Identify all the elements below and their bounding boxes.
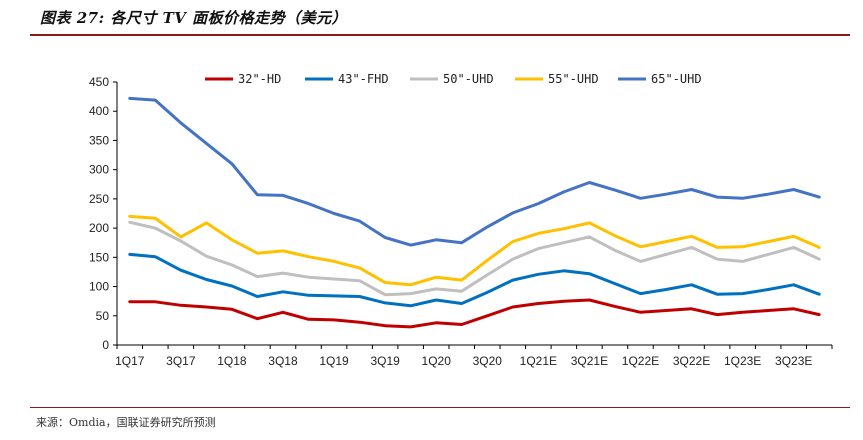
x-tick-label: 1Q18 [217, 354, 247, 368]
x-tick-label: 3Q23E [775, 354, 812, 368]
y-tick-label: 0 [102, 338, 109, 352]
footer-divider [30, 407, 850, 408]
legend-label: 32"-HD [238, 72, 281, 86]
y-tick-label: 450 [89, 75, 109, 89]
legend-label: 55"-UHD [548, 72, 599, 86]
x-tick-label: 1Q22E [622, 354, 659, 368]
line-chart: 0 50 100 150 200 250 300 350 400 450 1Q17 3Q17 1Q18 3… [89, 72, 833, 368]
y-tick-label: 100 [89, 280, 109, 294]
chart-axes: 0 50 100 150 200 250 300 350 400 450 1Q17 3Q17 1Q18 3… [89, 75, 833, 368]
x-tick-label: 1Q20 [422, 354, 452, 368]
x-tick-label: 1Q17 [115, 354, 145, 368]
x-tick-label: 3Q17 [166, 354, 196, 368]
legend-label: 43"-FHD [338, 72, 389, 86]
y-tick-label: 400 [89, 104, 109, 118]
chart-legend: 32"-HD 43"-FHD 50"-UHD 55"-UHD 65"-UHD [205, 72, 702, 86]
series-line [128, 298, 821, 329]
y-tick-label: 300 [89, 163, 109, 177]
y-tick-label: 50 [96, 309, 110, 323]
y-tick-label: 250 [89, 192, 109, 206]
legend-label: 65"-UHD [651, 72, 702, 86]
chart-series [128, 96, 821, 329]
x-tick-label: 3Q20 [473, 354, 503, 368]
x-tick-label: 3Q21E [571, 354, 608, 368]
title-bar: 图表 27: 各尺寸 TV 面板价格走势（美元） [30, 0, 850, 36]
y-tick-label: 200 [89, 221, 109, 235]
source-note: 来源：Omdia，国联证券研究所预测 [36, 416, 216, 429]
x-tick-label: 3Q19 [370, 354, 400, 368]
series-line [128, 252, 821, 308]
series-line [128, 214, 821, 287]
x-tick-label: 1Q19 [319, 354, 349, 368]
legend-label: 50"-UHD [443, 72, 494, 86]
series-line [128, 220, 821, 297]
chart-title: 图表 27: 各尺寸 TV 面板价格走势（美元） [40, 9, 348, 27]
x-tick-label: 3Q18 [268, 354, 298, 368]
x-tick-label: 3Q22E [673, 354, 710, 368]
x-tick-label: 1Q21E [520, 354, 557, 368]
series-line [128, 96, 821, 247]
y-tick-label: 150 [89, 250, 109, 264]
x-tick-label: 1Q23E [724, 354, 761, 368]
y-tick-label: 350 [89, 133, 109, 147]
